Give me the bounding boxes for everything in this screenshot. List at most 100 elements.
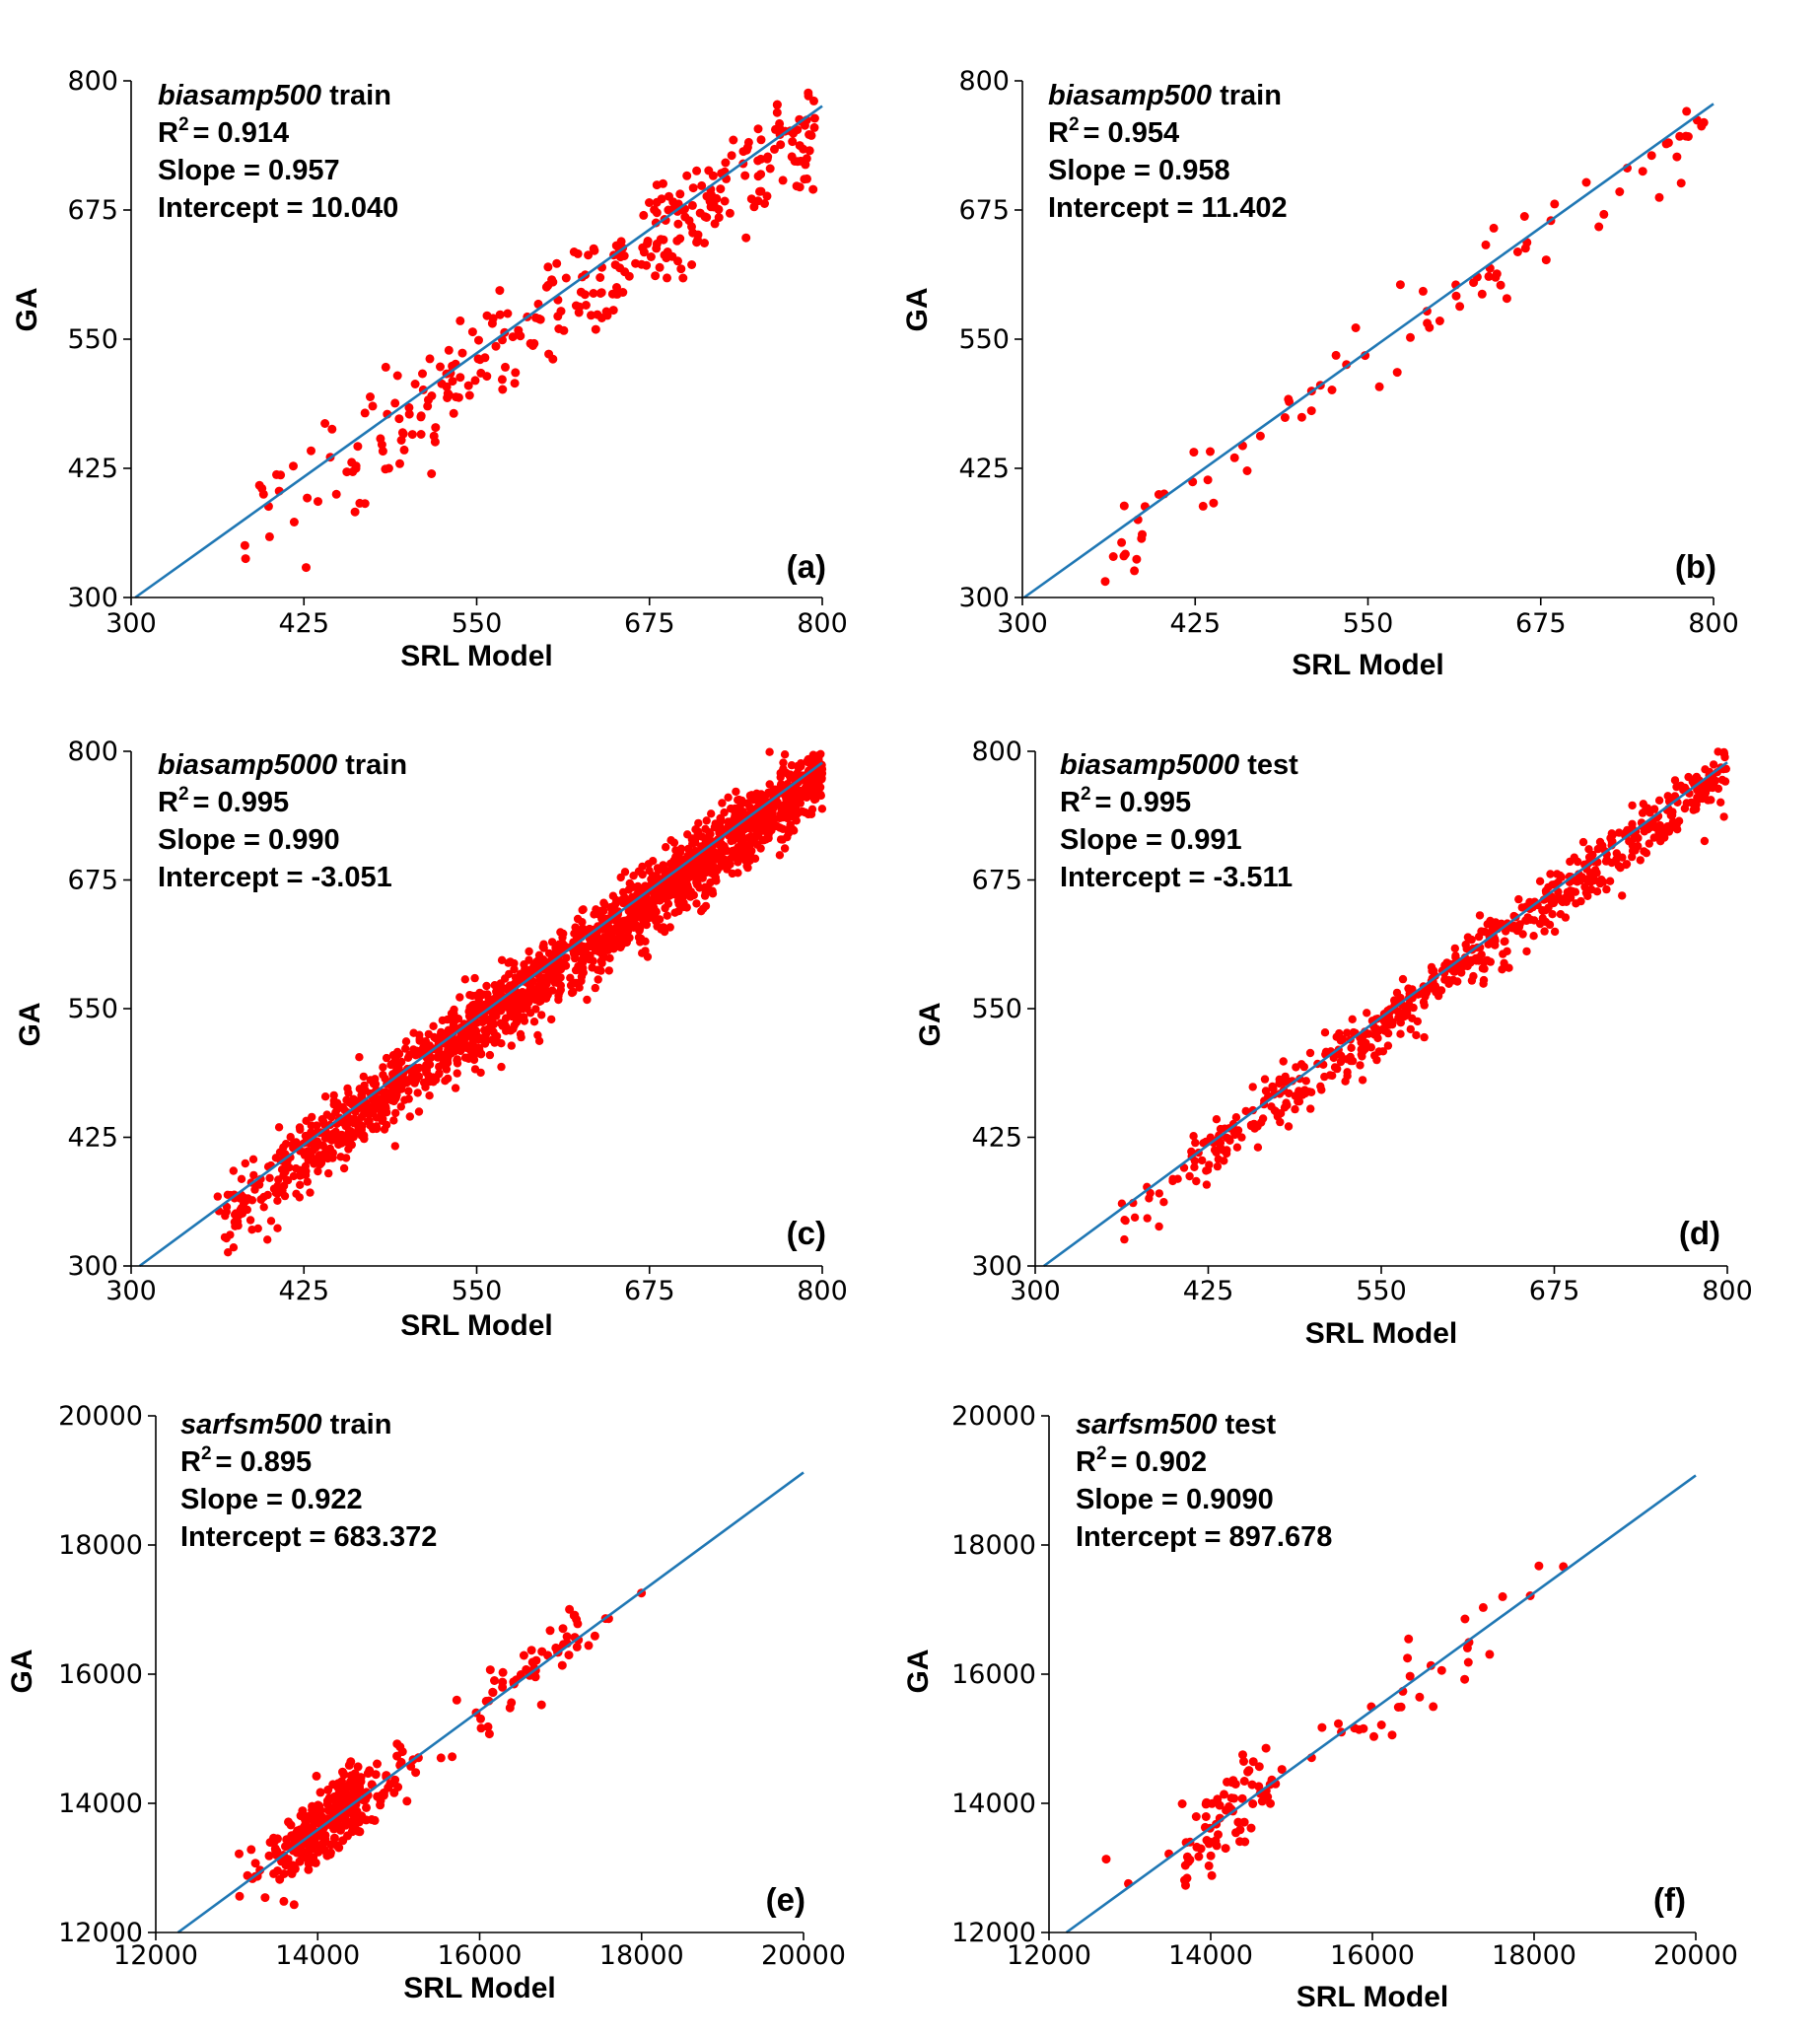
data-point (755, 820, 764, 830)
data-point (323, 1805, 333, 1815)
data-point (1220, 1790, 1228, 1799)
x-tick-label: 550 (1343, 608, 1394, 639)
data-point (788, 137, 798, 147)
data-point (615, 932, 625, 941)
data-point (735, 795, 743, 805)
data-point (381, 1074, 389, 1084)
data-point (1320, 1072, 1329, 1082)
data-point (1396, 1029, 1405, 1038)
y-tick-label: 16000 (58, 1659, 143, 1690)
data-point (1347, 1043, 1356, 1053)
data-point (756, 790, 766, 799)
data-point (307, 1128, 315, 1138)
data-point (773, 801, 782, 809)
data-point (1607, 837, 1617, 846)
data-point (552, 258, 562, 268)
data-point (1420, 1032, 1429, 1042)
data-point (534, 995, 543, 1004)
annotation-title: sarfsm500 train (180, 1409, 391, 1440)
data-point (650, 205, 660, 215)
data-point (381, 464, 390, 474)
data-point (490, 1676, 499, 1685)
data-point (642, 260, 652, 270)
data-point (1522, 947, 1531, 956)
data-point (1387, 1020, 1397, 1029)
data-point (1638, 808, 1647, 817)
data-point (1655, 820, 1665, 830)
data-point (1451, 291, 1461, 301)
annotation-r2: R2 = 0.995 (158, 784, 289, 818)
data-point (652, 244, 662, 253)
data-point (224, 1248, 233, 1257)
data-point (1117, 537, 1127, 547)
data-point (809, 96, 818, 105)
data-point (606, 903, 615, 912)
data-point (1529, 932, 1538, 941)
data-point (491, 341, 501, 351)
data-point (418, 369, 427, 379)
data-point (414, 1072, 424, 1081)
data-point (372, 1122, 382, 1131)
data-point (1478, 1602, 1488, 1612)
data-point (424, 1071, 433, 1080)
data-point (1699, 117, 1709, 127)
data-point (1227, 1778, 1237, 1788)
annotation-intercept: Intercept = 683.372 (180, 1521, 437, 1553)
data-point (765, 747, 774, 756)
data-point (1330, 1063, 1340, 1072)
data-point (1717, 775, 1727, 785)
data-point (704, 166, 714, 176)
data-point (390, 398, 400, 408)
data-point (557, 960, 567, 970)
data-point (1481, 240, 1491, 249)
regression-line (138, 761, 823, 1268)
data-point (520, 1013, 528, 1021)
data-point (1707, 796, 1715, 805)
data-point (678, 273, 688, 283)
data-point (1130, 566, 1140, 576)
data-point (398, 429, 408, 439)
x-tick-label: 550 (452, 608, 503, 639)
data-point (817, 775, 826, 784)
data-point (337, 1130, 346, 1140)
data-point (1238, 1750, 1247, 1760)
data-point (1648, 818, 1657, 827)
data-point (607, 289, 617, 299)
data-point (346, 1782, 356, 1791)
data-point (596, 288, 606, 298)
data-point (599, 898, 608, 907)
x-tick-label: 20000 (761, 1940, 846, 1971)
data-point (449, 408, 458, 418)
data-point (259, 1203, 268, 1212)
y-tick-label: 12000 (951, 1918, 1036, 1948)
data-point (1489, 223, 1499, 233)
x-axis-title: SRL Model (1305, 1317, 1457, 1350)
data-point (233, 1217, 243, 1227)
annotation-title: biasamp5000 test (1060, 749, 1298, 781)
data-point (1661, 139, 1671, 149)
data-point (1329, 1053, 1339, 1063)
data-point (410, 380, 420, 388)
data-point (716, 184, 726, 194)
data-point (281, 1842, 290, 1852)
data-point (405, 1077, 414, 1086)
regression-line (176, 1471, 805, 1934)
data-point (1550, 199, 1560, 209)
data-point (1682, 106, 1692, 116)
data-point (264, 1851, 274, 1861)
data-point (616, 943, 625, 952)
data-point (591, 983, 599, 993)
data-point (736, 846, 745, 855)
data-point (1291, 1091, 1299, 1100)
data-point (271, 1154, 281, 1162)
data-point (541, 282, 551, 292)
data-point (743, 863, 752, 873)
data-point (687, 834, 697, 843)
data-point (655, 262, 665, 272)
r2-superscript: 2 (1096, 1443, 1107, 1464)
data-point (1602, 884, 1611, 894)
y-tick-label: 550 (67, 994, 118, 1024)
data-point (698, 855, 708, 864)
data-point (454, 1015, 463, 1023)
